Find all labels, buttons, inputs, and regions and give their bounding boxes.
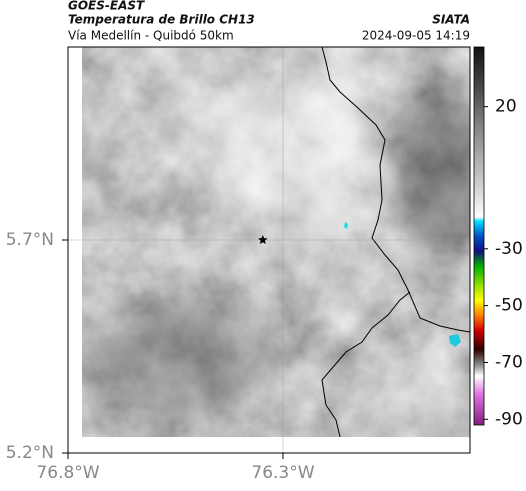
border-line: [321, 291, 411, 437]
colorbar-tick-label: -30: [495, 239, 523, 259]
source: SIATA: [432, 13, 470, 27]
x-tick-label: 76.8°W: [36, 463, 99, 483]
satellite-image: [82, 47, 470, 437]
title: GOES-EAST: [68, 0, 145, 13]
cloud-shading: [82, 47, 470, 437]
subtitle: Temperatura de Brillo CH13: [68, 13, 255, 27]
cold-cloud-spot: [449, 334, 461, 347]
axes: 76.8°W 76.3°W 5.2°N 5.7°N: [6, 230, 315, 483]
border-line: [321, 47, 470, 333]
colorbar: [473, 46, 485, 426]
colorbar-tick-label: -50: [495, 296, 523, 316]
y-tick-label: 5.2°N: [6, 443, 54, 463]
location-marker: [258, 235, 268, 244]
map-frame: [67, 46, 471, 454]
colorbar-tick-label: 20: [495, 97, 517, 117]
colorbar-ticks: 20 -30 -50 -70 -90: [484, 97, 523, 429]
colorbar-tick-label: -90: [495, 409, 523, 429]
y-tick-label: 5.7°N: [6, 230, 54, 250]
route: Vía Medellín - Quibdó 50km: [68, 29, 234, 43]
colorbar-tick-label: -70: [495, 352, 523, 372]
cold-cloud-spot: [344, 222, 348, 229]
datetime: 2024-09-05 14:19: [362, 29, 470, 43]
x-tick-label: 76.3°W: [251, 463, 314, 483]
